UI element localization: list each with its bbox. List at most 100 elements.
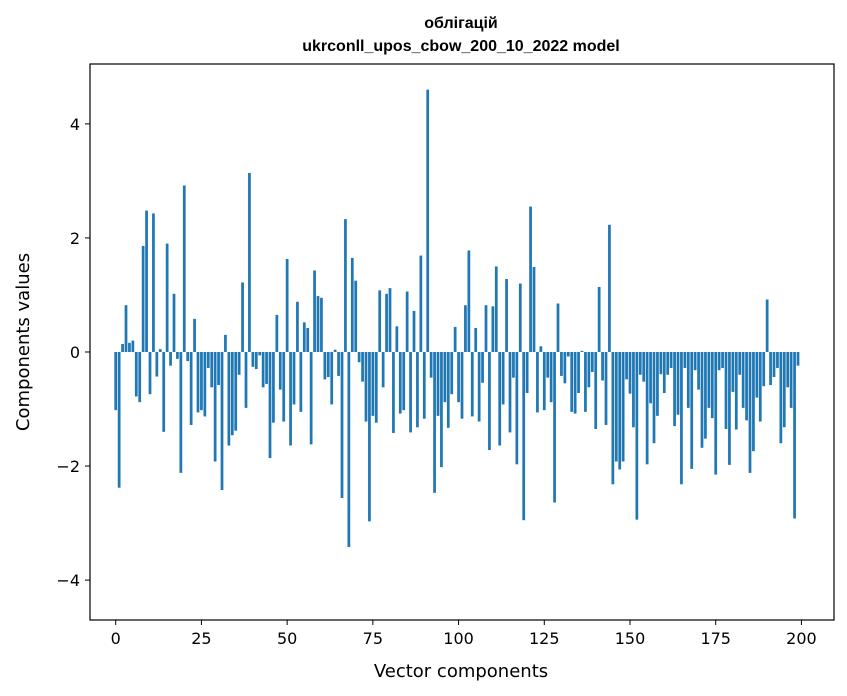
- bar: [285, 259, 289, 352]
- bar: [450, 351, 454, 395]
- bar: [484, 305, 488, 352]
- bar: [673, 351, 676, 427]
- bar: [309, 351, 313, 445]
- bar: [299, 351, 303, 412]
- y-axis-ticks: −4 −2 0 2 4: [56, 115, 90, 590]
- bar: [649, 351, 652, 404]
- bar: [762, 351, 766, 387]
- bar: [789, 351, 793, 408]
- bar: [628, 351, 632, 394]
- bar: [405, 291, 409, 352]
- bar: [186, 351, 190, 362]
- bar: [354, 280, 358, 352]
- x-tick-label: 50: [277, 629, 297, 648]
- bar: [429, 351, 433, 378]
- bar: [333, 349, 337, 352]
- bar: [683, 351, 687, 368]
- bar: [601, 351, 604, 381]
- bar: [710, 351, 714, 419]
- bar: [134, 351, 138, 397]
- bars-group: [114, 89, 800, 548]
- bar: [611, 351, 615, 485]
- bar: [566, 351, 570, 357]
- bar: [436, 351, 440, 416]
- bar: [522, 351, 526, 521]
- bar: [539, 346, 543, 352]
- bar: [553, 351, 556, 503]
- bar: [734, 351, 738, 430]
- bar: [392, 351, 395, 433]
- bar: [632, 351, 635, 428]
- bar: [680, 351, 683, 485]
- bar: [289, 351, 292, 446]
- bar: [460, 351, 464, 419]
- bar: [546, 351, 550, 378]
- bar: [419, 255, 423, 352]
- bar: [470, 351, 474, 417]
- bar: [676, 351, 680, 415]
- bar: [477, 351, 481, 422]
- bar: [635, 351, 639, 520]
- bar: [193, 318, 196, 352]
- bar: [560, 351, 563, 376]
- bar: [272, 351, 275, 423]
- bar: [248, 172, 251, 352]
- bar: [371, 351, 375, 416]
- bar: [621, 351, 625, 462]
- bar: [265, 351, 268, 384]
- bar: [254, 351, 258, 370]
- bar: [227, 351, 231, 446]
- bar: [210, 351, 214, 388]
- bar: [234, 351, 238, 431]
- bar: [738, 351, 742, 375]
- y-tick-label: 4: [70, 115, 80, 134]
- bar: [313, 270, 316, 352]
- bar: [196, 351, 200, 413]
- bar: [666, 351, 670, 375]
- bar: [614, 351, 618, 462]
- bar: [556, 303, 560, 352]
- bar: [275, 314, 279, 352]
- bar: [594, 351, 598, 429]
- bar: [796, 351, 800, 366]
- bar: [131, 340, 135, 352]
- bar: [724, 351, 728, 429]
- bar: [433, 351, 436, 493]
- bar: [508, 351, 512, 433]
- bar: [457, 351, 460, 403]
- bar: [532, 267, 536, 352]
- bar: [501, 351, 505, 405]
- bar: [714, 351, 718, 475]
- bar: [344, 219, 347, 352]
- x-tick-label: 125: [529, 629, 560, 648]
- bar: [498, 351, 502, 446]
- bar: [793, 351, 796, 519]
- bar: [189, 351, 193, 425]
- bar: [580, 350, 584, 352]
- bar: [512, 351, 515, 378]
- bar: [158, 349, 162, 352]
- bar: [570, 351, 574, 412]
- x-tick-label: 75: [363, 629, 383, 648]
- bar: [152, 213, 155, 352]
- bar: [608, 224, 611, 352]
- bar: [200, 351, 203, 411]
- bar: [145, 210, 148, 352]
- bar: [584, 351, 587, 412]
- bar: [536, 351, 539, 413]
- bar: [268, 351, 272, 459]
- bar: [422, 351, 426, 419]
- bar: [340, 351, 344, 498]
- bar: [381, 351, 385, 388]
- bar: [597, 286, 601, 352]
- bar: [662, 351, 666, 394]
- chart-subtitle: ukrconll_upos_cbow_200_10_2022 model: [302, 38, 619, 55]
- bar: [148, 351, 152, 395]
- bar: [217, 351, 220, 386]
- bar: [409, 351, 412, 433]
- bar: [782, 351, 786, 428]
- bar: [577, 351, 580, 394]
- bar: [385, 293, 388, 352]
- bar: [717, 351, 721, 371]
